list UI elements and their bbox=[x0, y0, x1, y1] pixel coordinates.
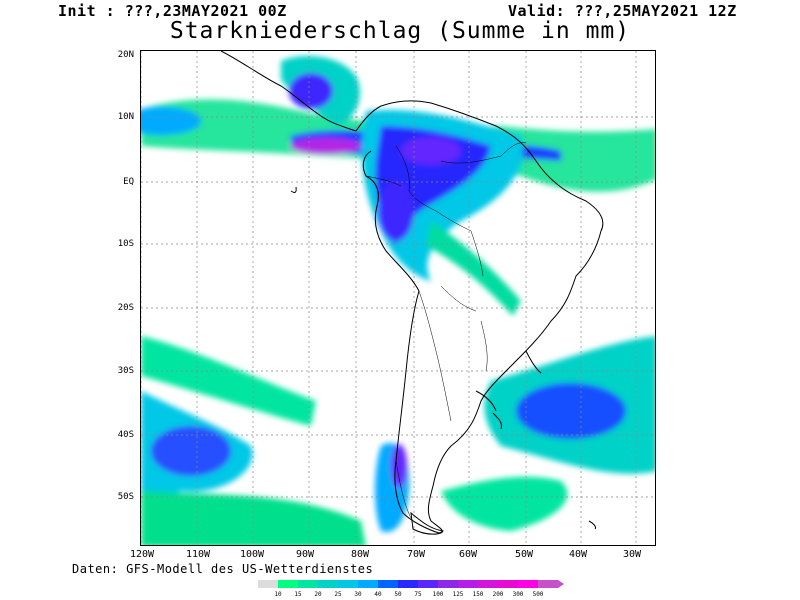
coastlines bbox=[220, 51, 604, 535]
color-scale-label: 125 bbox=[452, 591, 464, 598]
color-scale-label: 15 bbox=[294, 591, 302, 598]
color-scale-label: 25 bbox=[334, 591, 342, 598]
color-swatch-arrow bbox=[558, 580, 564, 588]
color-scale-label: 500 bbox=[532, 591, 544, 598]
color-swatch bbox=[378, 580, 399, 588]
color-scale-label: 50 bbox=[394, 591, 402, 598]
lat-label-30s: 30S bbox=[117, 366, 134, 376]
lat-label-40s: 40S bbox=[117, 430, 134, 440]
valid-time-label: Valid: ???,25MAY2021 12Z bbox=[508, 2, 737, 20]
lon-label-110w: 110W bbox=[185, 549, 211, 560]
data-source-label: Daten: GFS-Modell des US-Wetterdienstes bbox=[72, 562, 374, 576]
precipitation-map bbox=[140, 50, 656, 546]
color-swatch bbox=[278, 580, 299, 588]
color-swatch bbox=[498, 580, 519, 588]
color-scale-label: 75 bbox=[414, 591, 422, 598]
color-swatch bbox=[258, 580, 279, 588]
color-swatch bbox=[458, 580, 479, 588]
grid-lines bbox=[141, 51, 655, 545]
color-scale-label: 10 bbox=[274, 591, 282, 598]
color-scale-label: 30 bbox=[354, 591, 362, 598]
color-scale-label: 300 bbox=[512, 591, 524, 598]
lat-label-20s: 20S bbox=[117, 303, 134, 313]
color-scale-label: 40 bbox=[374, 591, 382, 598]
color-swatch bbox=[358, 580, 379, 588]
color-swatch bbox=[538, 580, 559, 588]
color-scale-label: 150 bbox=[472, 591, 484, 598]
country-borders bbox=[365, 142, 527, 522]
color-swatch bbox=[478, 580, 499, 588]
color-swatch bbox=[438, 580, 459, 588]
color-swatch bbox=[318, 580, 339, 588]
init-time-label: Init : ???,23MAY2021 00Z bbox=[58, 2, 287, 20]
color-swatch bbox=[338, 580, 359, 588]
lon-label-70w: 70W bbox=[406, 549, 426, 560]
lat-label-10n: 10N bbox=[117, 112, 134, 122]
lat-label-eq: EQ bbox=[123, 177, 134, 187]
color-swatch bbox=[518, 580, 539, 588]
precipitation-field bbox=[141, 56, 655, 545]
lon-label-120w: 120W bbox=[129, 549, 155, 560]
lon-label-100w: 100W bbox=[239, 549, 265, 560]
color-scale-label: 20 bbox=[314, 591, 322, 598]
lon-label-40w: 40W bbox=[568, 549, 588, 560]
map-canvas bbox=[141, 51, 655, 545]
lat-label-20n: 20N bbox=[117, 50, 134, 60]
lon-label-50w: 50W bbox=[514, 549, 534, 560]
color-scale-bar bbox=[258, 580, 564, 588]
color-swatch bbox=[418, 580, 439, 588]
lon-label-60w: 60W bbox=[458, 549, 478, 560]
lon-label-90w: 90W bbox=[295, 549, 315, 560]
color-swatch bbox=[298, 580, 319, 588]
lon-label-30w: 30W bbox=[622, 549, 642, 560]
lon-label-80w: 80W bbox=[350, 549, 370, 560]
lat-label-50s: 50S bbox=[117, 492, 134, 502]
map-title: Starkniederschlag (Summe in mm) bbox=[169, 18, 631, 44]
color-scale-label: 100 bbox=[432, 591, 444, 598]
lat-label-10s: 10S bbox=[117, 239, 134, 249]
color-swatch bbox=[398, 580, 419, 588]
color-scale-label: 200 bbox=[492, 591, 504, 598]
